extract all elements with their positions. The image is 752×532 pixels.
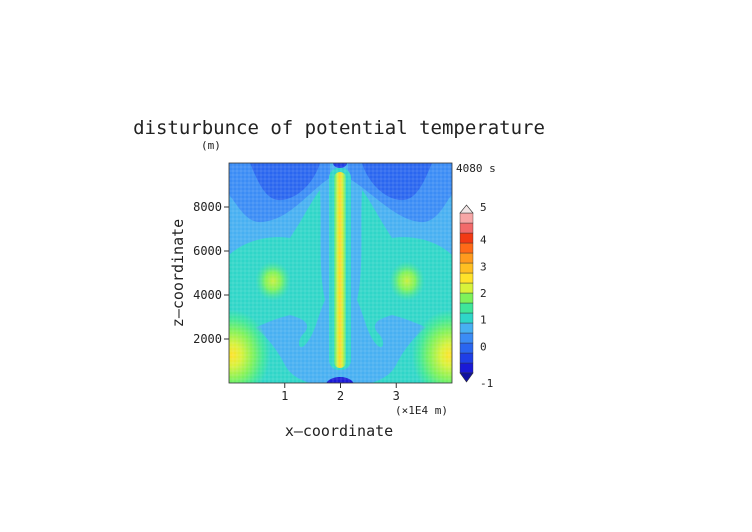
colorbar-segment [459,222,474,234]
colorbar-segment [459,322,474,334]
colorbar-segment [459,232,474,244]
colorbar-segment [459,332,474,344]
chart-title: disturbunce of potential temperature [133,117,545,139]
colorbar-tick-label: 2 [480,287,487,300]
colorbar-segment [459,342,474,354]
x-tick-label: 3 [393,389,400,403]
right-lobe [389,261,425,301]
y-unit-label: (m) [201,139,221,152]
colorbar-segment [459,302,474,314]
colorbar-segment [459,282,474,294]
grid-texture [229,163,452,383]
colorbar-segment [459,262,474,274]
colorbar-segment [459,352,474,364]
y-axis: 2000 4000 6000 8000 [193,200,229,346]
x-axis-label: x—coordinate [285,422,393,440]
plume-cold-top [333,163,347,168]
upper-colder-core-right [362,163,432,201]
colorbar-max-arrow [459,204,474,214]
time-label: 4080 s [456,162,496,175]
left-lobe [255,261,291,301]
colorbar-segment [459,212,474,224]
y-tick-label: 8000 [193,200,222,214]
y-tick-label: 2000 [193,332,222,346]
y-tick-label: 4000 [193,288,222,302]
colorbar-tick-label: 1 [480,314,487,327]
colorbar-tick-label: 0 [480,340,487,353]
colorbar-segment [459,242,474,254]
colorbar-tick-label: -1 [480,377,493,390]
x-tick-label: 1 [281,389,288,403]
colorbar: -1 0 1 2 3 4 5 [459,201,493,390]
y-axis-label: z—coordinate [169,219,187,327]
x-tick-label: 2 [337,389,344,403]
colorbar-tick-label: 5 [480,201,487,214]
colorbar-tick-label: 3 [480,260,487,273]
colorbar-segment [459,312,474,324]
colorbar-segment [459,292,474,304]
x-axis: 1 2 3 [281,383,400,403]
colorbar-segment [459,272,474,284]
colorbar-tick-label: 4 [480,234,487,247]
plume-cold-base [326,377,354,383]
lower-left-warm [229,310,270,383]
colorbar-segment [459,252,474,264]
colorbar-segment [459,362,474,374]
heatmap-field [229,163,452,383]
plume-core [334,172,346,368]
colorbar-min-arrow [459,372,474,383]
y-tick-label: 6000 [193,244,222,258]
upper-colder-core-left [250,163,320,201]
lower-right-warm [412,310,452,383]
x-unit-label: (×1E4 m) [395,404,448,417]
